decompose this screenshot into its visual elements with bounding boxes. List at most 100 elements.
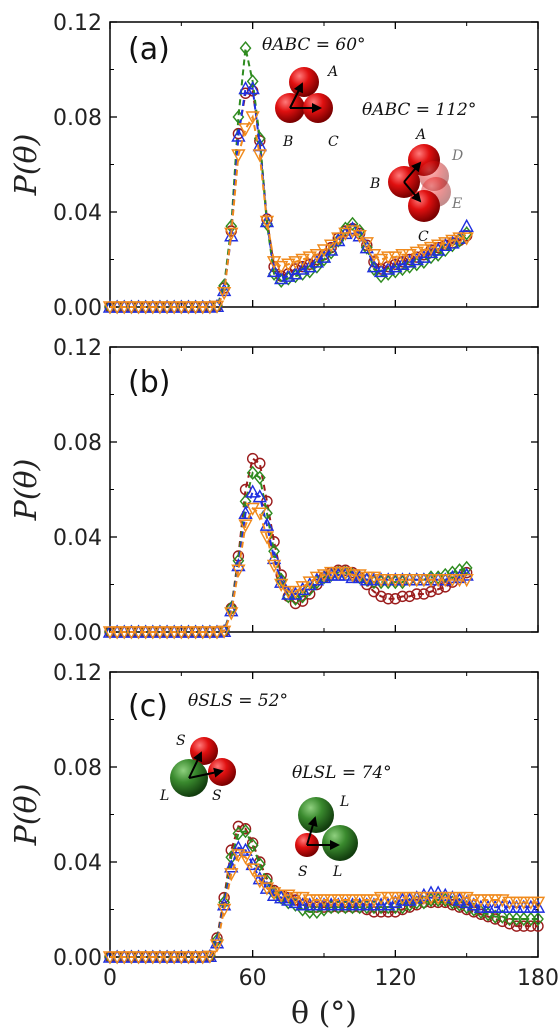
panel-a-data-point xyxy=(131,301,146,315)
panel-a-data-point xyxy=(295,253,310,267)
panel-c-data-point xyxy=(480,899,496,913)
panel-c-data-point xyxy=(331,894,346,908)
panel-c-data-point xyxy=(145,951,160,965)
panel-c-data-point xyxy=(516,899,531,913)
panel-c-data-point xyxy=(473,894,489,908)
panel-a-data-point xyxy=(188,301,203,315)
panel-b-data-point xyxy=(245,484,260,498)
panel-b-data-point xyxy=(345,569,360,583)
panel-a-data-point xyxy=(109,301,125,315)
panel-c-data-point xyxy=(509,899,524,913)
panel-a-data-point xyxy=(266,256,282,270)
panel-c-xtick-label: 180 xyxy=(517,966,559,991)
panel-c-data-point xyxy=(359,894,374,908)
panel-c-data-point xyxy=(138,951,153,965)
atom-label-l1: L xyxy=(159,788,169,804)
panel-a-data-point xyxy=(274,260,289,275)
panel-a-data-point xyxy=(245,81,260,95)
panel-a-data-point xyxy=(231,149,246,163)
panel-c-data-point xyxy=(224,868,239,882)
panel-c-data-point xyxy=(518,920,530,932)
panel-c-data-point xyxy=(216,903,232,917)
panel-a-data-point xyxy=(430,239,446,253)
panel-b-data-point xyxy=(231,564,246,578)
panel-a-data-point xyxy=(195,301,210,315)
panel-c-data-point xyxy=(209,935,225,949)
panel-c-data-point xyxy=(152,951,168,965)
panel-a-data-point xyxy=(459,232,474,246)
panel-c-data-point xyxy=(480,894,496,908)
panel-b-data-point xyxy=(316,569,332,583)
panel-c-data-point xyxy=(402,891,417,906)
panel-b-data-point xyxy=(145,626,160,640)
panel-b-data-point xyxy=(359,571,374,585)
panel-c-data-point xyxy=(202,950,218,964)
panel-a-data-point xyxy=(216,282,232,297)
panel-a-data-point xyxy=(266,263,282,278)
panel-c-data-point xyxy=(231,840,246,854)
panel-a-annotation-60: θABC = 60° xyxy=(262,35,366,55)
panel-c-data-point xyxy=(373,891,389,906)
panel-b-data-point xyxy=(295,581,310,595)
panel-b-data-point xyxy=(389,593,402,605)
panel-c-data-point xyxy=(473,899,489,913)
atom-label-l2: L xyxy=(339,794,349,810)
panel-c-xtick-label: 120 xyxy=(374,966,416,991)
panel-c-data-point xyxy=(430,891,446,906)
panel-b-data-point xyxy=(254,457,266,470)
panel-a-plot: 0.00 0.04 0.08 0.12 P(θ) xyxy=(9,11,539,321)
panel-a-data-point xyxy=(346,216,359,231)
panel-b-series-line xyxy=(110,471,467,633)
panel-c-ytick-label: 0.04 xyxy=(53,851,102,876)
panel-b-data-point xyxy=(174,626,189,640)
panel-a-data-point xyxy=(238,123,253,137)
panel-c-data-point xyxy=(466,894,481,908)
panel-a-data-point xyxy=(359,237,374,251)
trimer-lsl-illustration: L S L xyxy=(295,794,358,880)
panel-c-data-point xyxy=(295,897,310,911)
panel-c-data-point xyxy=(488,899,503,913)
panel-c-data-point xyxy=(452,891,467,906)
panel-c-data-point xyxy=(338,897,353,911)
panel-b-series-triangle-up xyxy=(102,484,474,638)
panel-a-data-point xyxy=(209,300,225,314)
panel-b-data-point xyxy=(117,626,132,640)
panel-a-frame xyxy=(109,21,539,308)
panel-b-ytick-label: 0.04 xyxy=(53,526,102,551)
panel-c-data-point xyxy=(309,897,325,911)
panel-a-data-point xyxy=(423,241,439,256)
panel-c-label: (c) xyxy=(128,689,168,724)
panel-c-ytick-label: 0.12 xyxy=(53,661,102,686)
panel-a-data-point xyxy=(381,251,396,265)
panel-a-data-point xyxy=(102,301,118,315)
panel-a-data-point xyxy=(245,111,260,125)
panel-b-ylabel: P(θ) xyxy=(9,459,44,522)
panel-a-data-point xyxy=(416,249,432,263)
panel-b-data-point xyxy=(331,566,346,581)
panel-c-data-point xyxy=(195,951,210,965)
panel-b-series-line xyxy=(110,507,467,633)
panel-b-data-point xyxy=(396,590,409,603)
panel-a-data-point xyxy=(309,249,325,263)
panel-a-data-point xyxy=(138,301,153,315)
panel-c-data-point xyxy=(509,896,524,910)
panel-a-data-point xyxy=(395,249,410,263)
panel-b-label: (b) xyxy=(128,365,170,400)
panel-b-data-point xyxy=(252,489,267,503)
panel-c-data-point xyxy=(459,894,474,909)
panel-a-label: (a) xyxy=(128,32,170,67)
panel-c-data-point xyxy=(316,894,332,908)
bond-arrow-ls1 xyxy=(188,751,203,779)
panel-c-data-point xyxy=(109,951,125,965)
panel-b-series-diamond xyxy=(104,465,473,640)
panel-b-series-line xyxy=(110,456,468,633)
panel-c-plot: 0.00 0.04 0.08 0.12 0 60 120 180 P(θ) θ (°) xyxy=(9,661,559,1030)
panel-b-data-point xyxy=(402,574,417,588)
panel-b-data-point xyxy=(238,505,253,519)
panel-c-data-point xyxy=(274,889,289,903)
panel-b-data-point xyxy=(416,574,432,588)
panel-b-data-point xyxy=(109,626,125,640)
panel-c-xtick-label: 60 xyxy=(239,966,267,991)
panel-c-data-point xyxy=(532,911,544,927)
